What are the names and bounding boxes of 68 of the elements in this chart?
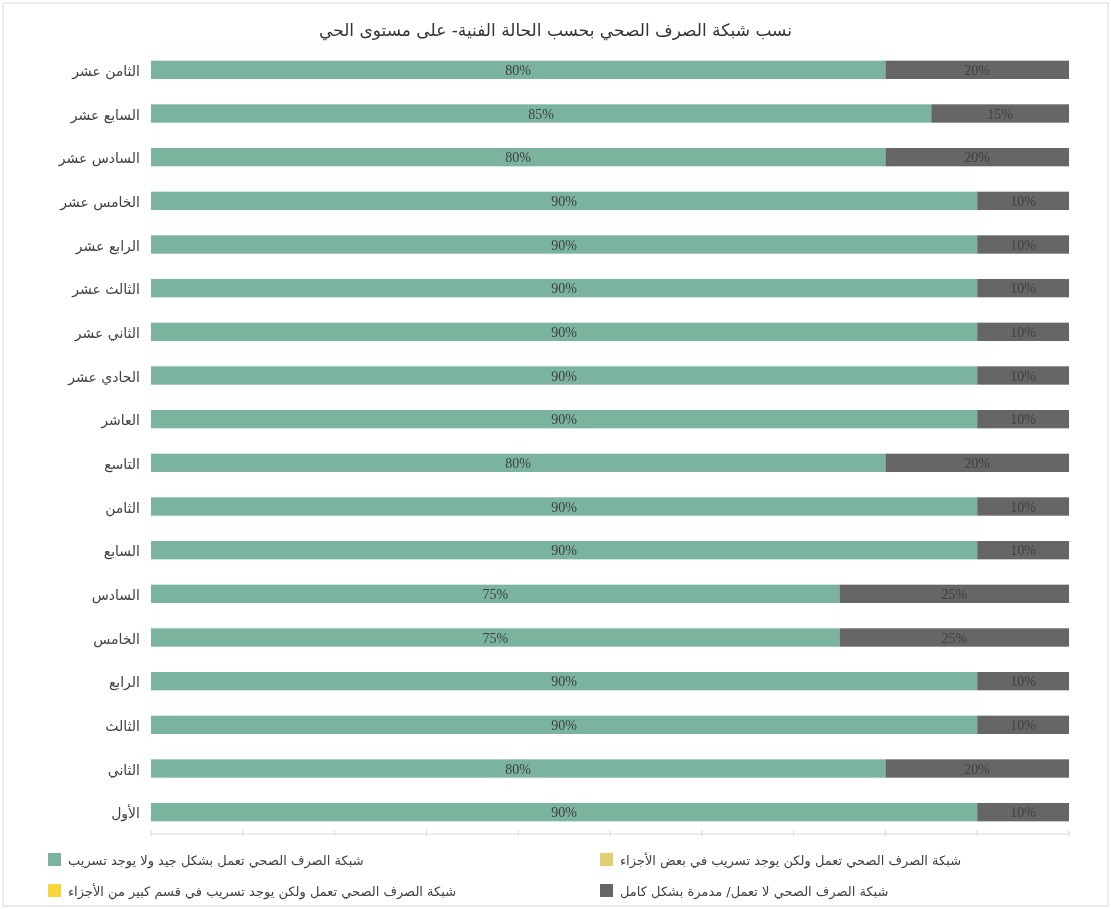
- y-tick-label: السابع: [103, 543, 140, 561]
- bar: [151, 279, 978, 298]
- data-label: 90%: [551, 499, 578, 515]
- bar: [977, 715, 1069, 734]
- data-label: 75%: [482, 630, 509, 646]
- bar: [931, 104, 1069, 123]
- bar: [151, 410, 978, 429]
- bar: [151, 715, 978, 734]
- y-tick-label: الرابع: [108, 674, 140, 692]
- data-label: 90%: [551, 237, 578, 253]
- bar: [977, 235, 1069, 254]
- bar: [151, 366, 978, 385]
- bar: [151, 453, 886, 472]
- data-label: 90%: [551, 281, 578, 297]
- data-label: 80%: [505, 150, 532, 166]
- y-tick-label: الأول: [111, 804, 140, 823]
- y-tick-label: الثاني عشر: [73, 324, 140, 342]
- bar: [151, 148, 886, 167]
- bar: [839, 584, 1069, 603]
- bar: [151, 497, 978, 516]
- bar: [151, 584, 840, 603]
- bar: [151, 60, 886, 79]
- bar: [977, 497, 1069, 516]
- bar: [151, 628, 840, 647]
- y-tick-label: العاشر: [100, 412, 140, 430]
- y-tick-label: الخامس عشر: [59, 193, 140, 211]
- bar: [151, 235, 978, 254]
- data-label: 90%: [551, 412, 578, 428]
- bar: [977, 366, 1069, 385]
- data-label: 80%: [505, 761, 532, 777]
- bar: [885, 453, 1069, 472]
- data-label: 90%: [551, 674, 578, 690]
- bar: [151, 322, 978, 341]
- y-tick-label: الحادي عشر: [67, 368, 140, 386]
- data-label: 90%: [551, 324, 578, 340]
- data-label: 90%: [551, 717, 578, 733]
- bar: [151, 541, 978, 560]
- data-label: 85%: [528, 106, 555, 122]
- data-label: 90%: [551, 193, 578, 209]
- y-tick-label: السادس عشر: [57, 150, 140, 168]
- bar: [151, 759, 886, 778]
- data-label: 80%: [505, 455, 532, 471]
- legend-label: شبكة الصرف الصحي تعمل ولكن يوجد تسريب في بعض الأجزاء: [620, 852, 962, 869]
- y-tick-label: الخامس: [93, 630, 140, 648]
- chart-title: نسب شبكة الصرف الصحي بحسب الحالة الفنية- على مستوى الحي: [319, 20, 792, 41]
- bar: [885, 759, 1069, 778]
- y-tick-label: الرابع عشر: [74, 237, 140, 255]
- data-label: 90%: [551, 805, 578, 821]
- bar: [151, 104, 932, 123]
- bar: [151, 672, 978, 691]
- bar: [151, 191, 978, 210]
- legend-label: شبكة الصرف الصحي تعمل ولكن يوجد تسريب في قسم كبير من الأجزاء: [68, 883, 457, 900]
- y-tick-label: السادس: [91, 586, 140, 604]
- y-tick-label: الثامن عشر: [71, 62, 140, 80]
- y-tick-label: الثاني: [107, 761, 140, 779]
- bar: [839, 628, 1069, 647]
- data-label: 80%: [505, 62, 532, 78]
- bar: [151, 803, 978, 822]
- data-label: 90%: [551, 543, 578, 559]
- bar: [885, 60, 1069, 79]
- data-label: 75%: [482, 586, 509, 602]
- y-tick-label: السابع عشر: [69, 106, 140, 124]
- y-tick-label: الثامن: [105, 499, 140, 517]
- y-tick-label: الثالث عشر: [71, 281, 140, 299]
- data-label: 90%: [551, 368, 578, 384]
- bar: [885, 148, 1069, 167]
- y-tick-label: الثالث: [105, 717, 140, 734]
- y-tick-label: التاسع: [104, 455, 140, 473]
